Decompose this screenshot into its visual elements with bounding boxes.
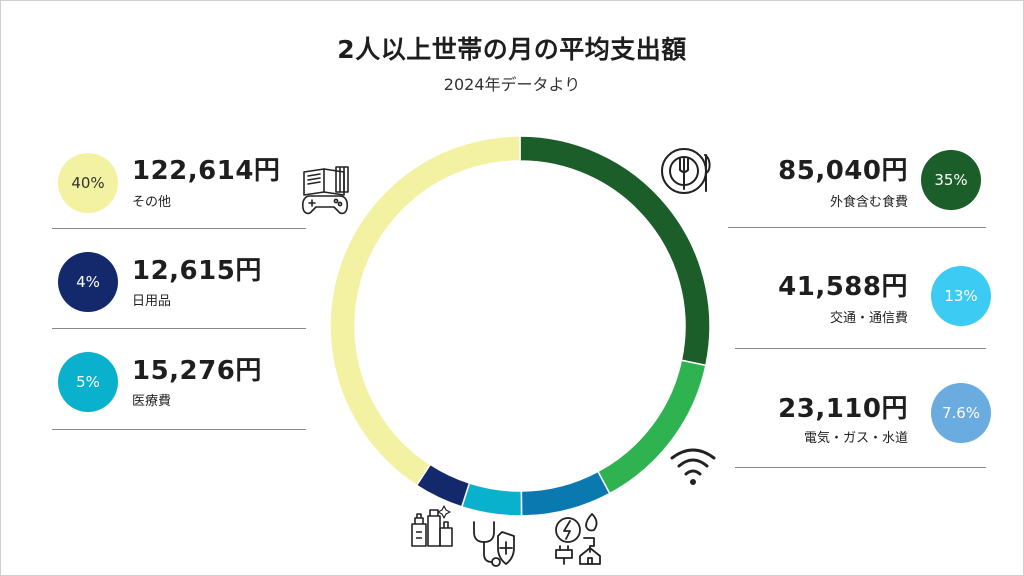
- label-transport: 交通・通信費: [829, 311, 908, 326]
- donut-slice-3: [460, 482, 523, 517]
- percent-badge-food: 35%: [921, 150, 981, 210]
- divider: [728, 227, 986, 228]
- donut-slice-5: [329, 135, 521, 487]
- plate-fork-knife-icon: [661, 148, 711, 194]
- label-utilities: 電気・ガス・水道: [803, 431, 908, 446]
- amount-utilities: 23,110円: [778, 394, 908, 424]
- divider: [735, 467, 986, 468]
- percent-badge-transport: 13%: [931, 266, 991, 326]
- percent-badge-utilities: 7.6%: [931, 383, 991, 443]
- wifi-icon: [670, 448, 716, 485]
- utilities-icon: [555, 513, 601, 565]
- medical-icon: [473, 521, 515, 567]
- amount-medical: 15,276円: [132, 356, 262, 386]
- divider: [735, 348, 986, 349]
- amount-daily-goods: 12,615円: [132, 256, 262, 286]
- divider: [52, 228, 306, 229]
- percent-badge-daily-goods: 4%: [58, 252, 118, 312]
- divider: [52, 328, 306, 329]
- chart-title: 2人以上世帯の月の平均支出額: [337, 35, 687, 64]
- label-food: 外食含む食費: [829, 195, 908, 210]
- divider: [52, 429, 306, 430]
- percent-badge-other: 40%: [58, 153, 118, 213]
- books-gamepad-icon: [301, 166, 349, 215]
- household-goods-icon: [411, 505, 453, 547]
- amount-transport: 41,588円: [778, 272, 908, 302]
- percent-badge-medical: 5%: [58, 352, 118, 412]
- chart-subtitle: 2024年データより: [443, 75, 581, 94]
- label-medical: 医療費: [132, 394, 172, 409]
- amount-other: 122,614円: [132, 156, 281, 186]
- amount-food: 85,040円: [778, 156, 908, 186]
- label-daily-goods: 日用品: [132, 294, 172, 309]
- label-other: その他: [132, 195, 172, 210]
